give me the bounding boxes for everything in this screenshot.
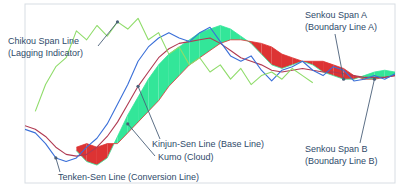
annotation-label: Tenken-Sen Line (Conversion Line) — [58, 172, 199, 182]
plot-frame — [25, 4, 395, 183]
annotation-pointer — [136, 85, 139, 88]
span-b-line — [76, 40, 395, 147]
annotation-label: (Boundary Line B) — [305, 156, 378, 166]
annotation-arrow — [335, 34, 344, 79]
cloud-segment — [200, 29, 210, 58]
annotation-pointer — [54, 156, 57, 159]
annotation-pointer — [373, 78, 376, 81]
annotations: Chikou Span Line (Lagging Indicator) Senko… — [8, 10, 378, 182]
annotation-arrow — [98, 22, 118, 46]
cloud-segment — [138, 79, 148, 122]
annotation-pointer — [126, 122, 129, 125]
annotation-arrow — [128, 124, 155, 156]
cloud-segment — [231, 29, 241, 40]
annotation-arrow — [360, 79, 374, 143]
background — [0, 0, 400, 187]
annotation-pointer — [342, 78, 345, 81]
annotation-label: (Boundary Line A) — [305, 22, 377, 32]
annotation-pointer — [116, 20, 119, 23]
lagging-line — [35, 18, 313, 111]
annotation-label: (Lagging Indicator) — [8, 48, 83, 58]
annotation-arrow — [138, 86, 160, 139]
annotation-label: Senkou Span A — [305, 10, 367, 20]
annotation-arrow — [56, 158, 60, 172]
annotation-label: Kumo (Cloud) — [158, 152, 214, 162]
annotation-label: Chikou Span Line — [8, 36, 79, 46]
plot-area — [25, 18, 395, 165]
annotation-label: Senkou Span B — [305, 144, 368, 154]
annotation-label: Kinjun-Sen Line (Base Line) — [152, 139, 264, 149]
ichimoku-chart: Chikou Span Line (Lagging Indicator) Senko… — [0, 0, 400, 187]
span-a-line — [76, 25, 395, 165]
